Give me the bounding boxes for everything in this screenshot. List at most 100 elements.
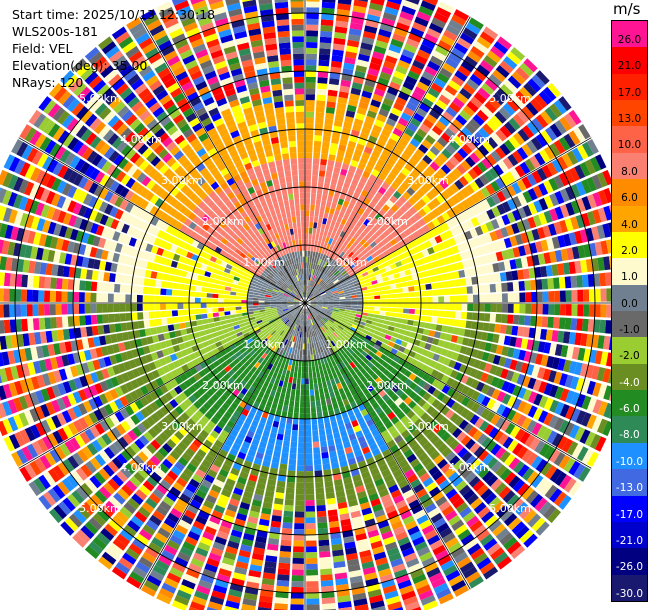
radar-gate [305, 349, 308, 356]
radar-gate [346, 45, 359, 54]
radar-gate [436, 381, 446, 391]
radar-gate [416, 347, 424, 355]
radar-gate [336, 284, 343, 289]
radar-gate [378, 463, 389, 473]
radar-gate [345, 295, 352, 299]
radar-gate [400, 112, 412, 122]
radar-gate [328, 373, 334, 381]
radar-gate [512, 442, 524, 456]
radar-gate [316, 228, 321, 235]
radar-gate [564, 374, 574, 388]
radar-gate [508, 117, 521, 131]
radar-gate [327, 320, 334, 325]
radar-gate [293, 406, 300, 414]
radar-gate [354, 212, 362, 221]
radar-gate [405, 325, 413, 332]
radar-gate [376, 458, 386, 467]
radar-gate [476, 557, 492, 570]
radar-gate [329, 391, 336, 399]
radar-gate [310, 301, 317, 303]
radar-gate [519, 529, 534, 544]
radar-gate [389, 81, 401, 91]
radar-gate [386, 330, 394, 336]
radar-gate [394, 322, 402, 329]
radar-gate [435, 120, 447, 132]
radar-gate [315, 277, 320, 283]
radar-gate [322, 305, 328, 308]
radar-gate [405, 38, 420, 49]
radar-gate [308, 293, 312, 299]
radar-gate [469, 330, 477, 339]
radar-gate [314, 210, 320, 218]
radar-gate [368, 296, 375, 300]
radar-gate [334, 484, 344, 492]
radar-gate [480, 408, 491, 420]
radar-gate [337, 595, 351, 603]
radar-gate [179, 322, 186, 329]
radar-gate [91, 325, 99, 336]
radar-gate [305, 314, 307, 321]
radar-gate [257, 476, 267, 485]
radar-gate [305, 111, 315, 118]
radar-gate [368, 2, 384, 12]
radar-gate [352, 123, 362, 132]
radar-gate [403, 489, 415, 499]
radar-gate [381, 17, 396, 27]
radar-gate [306, 337, 310, 344]
radar-gate [454, 279, 461, 287]
radar-gate [375, 514, 388, 524]
radar-gate [323, 248, 329, 256]
radar-gate [268, 532, 280, 540]
radar-gate [343, 213, 350, 221]
radar-gate [363, 326, 370, 332]
radar-gate [450, 334, 459, 343]
radar-gate [459, 251, 468, 261]
radar-gate [337, 601, 352, 609]
radar-gate [461, 199, 471, 210]
radar-gate [315, 264, 320, 271]
radar-gate [565, 186, 576, 200]
radar-gate [405, 494, 418, 505]
radar-gate [441, 89, 455, 101]
radar-gate [469, 368, 478, 378]
radar-gate [305, 82, 316, 89]
radar-gate [225, 600, 240, 610]
radar-gate [296, 337, 300, 344]
radar-gate [323, 338, 329, 345]
radar-gate [395, 260, 403, 268]
radar-gate [335, 108, 346, 116]
radar-gate [294, 348, 298, 355]
radar-gate [436, 215, 446, 225]
radar-gate [435, 225, 445, 234]
radar-gate [474, 417, 485, 429]
radar-gate [397, 479, 409, 489]
radar-gate [306, 30, 319, 37]
radar-gate [512, 113, 526, 127]
radar-gate [309, 287, 313, 293]
radar-gate [482, 322, 490, 332]
radar-gate [413, 212, 422, 221]
radar-gate [336, 335, 342, 342]
radar-gate [250, 504, 261, 513]
radar-gate [305, 418, 311, 425]
radar-gate [328, 83, 339, 91]
radar-gate [308, 274, 311, 281]
radar-gate [154, 311, 161, 319]
radar-gate [354, 603, 369, 610]
radar-gate [349, 312, 357, 317]
radar-gate [424, 416, 434, 426]
radar-gate [300, 325, 303, 332]
radar-gate [476, 275, 484, 285]
radar-gate [440, 164, 451, 175]
radar-gate [382, 324, 389, 330]
radar-gate [349, 368, 356, 376]
radar-gate [272, 420, 280, 428]
radar-gate [585, 258, 594, 273]
radar-gate [385, 595, 401, 606]
radar-gate [413, 202, 422, 212]
radar-gate [320, 375, 326, 383]
radar-gate [214, 536, 227, 546]
radar-gate [384, 176, 394, 186]
radar-gate [291, 435, 298, 442]
radar-gate [370, 347, 378, 354]
